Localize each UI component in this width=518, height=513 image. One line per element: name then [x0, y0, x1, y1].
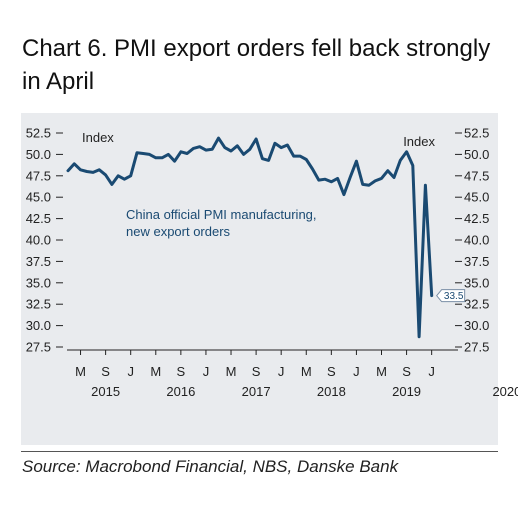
x-month-label: M [150, 364, 161, 379]
y-tick-label-right: 52.5 [464, 126, 489, 141]
x-month-label: M [75, 364, 86, 379]
series-annotation: new export orders [126, 224, 231, 239]
x-month-label: S [101, 364, 110, 379]
x-month-label: M [226, 364, 237, 379]
y-tick-label-right: 27.5 [464, 340, 489, 355]
x-year-label: 2017 [242, 384, 271, 399]
y-tick-label-right: 30.0 [464, 318, 489, 333]
x-month-label: S [327, 364, 336, 379]
last-value-label: 33.5 [444, 291, 464, 302]
left-axis-title: Index [82, 130, 114, 145]
x-month-label: J [127, 364, 134, 379]
y-tick-label-left: 47.5 [26, 168, 51, 183]
x-month-label: M [376, 364, 387, 379]
x-month-label: J [428, 364, 435, 379]
chart-title: Chart 6. PMI export orders fell back str… [22, 35, 491, 95]
last-value-callout [436, 289, 466, 303]
y-tick-label-left: 40.0 [26, 233, 51, 248]
y-tick-label-right: 47.5 [464, 168, 489, 183]
y-tick-label-left: 45.0 [26, 190, 51, 205]
y-tick-label-right: 50.0 [464, 147, 489, 162]
y-tick-label-right: 40.0 [464, 233, 489, 248]
y-tick-label-right: 45.0 [464, 190, 489, 205]
y-tick-label-left: 37.5 [26, 254, 51, 269]
y-tick-label-left: 35.0 [26, 275, 51, 290]
x-year-label: 2018 [317, 384, 346, 399]
chart-panel [21, 113, 498, 445]
x-month-label: M [301, 364, 312, 379]
x-month-label: J [353, 364, 360, 379]
y-tick-label-right: 32.5 [464, 297, 489, 312]
x-month-label: J [278, 364, 285, 379]
source-divider [21, 451, 498, 452]
x-year-label: 2020 [492, 384, 518, 399]
y-tick-label-left: 42.5 [26, 211, 51, 226]
x-year-label: 2019 [392, 384, 421, 399]
x-year-label: 2016 [166, 384, 195, 399]
y-tick-label-left: 27.5 [26, 340, 51, 355]
y-tick-label-left: 30.0 [26, 318, 51, 333]
x-month-label: J [203, 364, 210, 379]
y-tick-label-left: 50.0 [26, 147, 51, 162]
y-tick-label-left: 52.5 [26, 126, 51, 141]
x-month-label: S [177, 364, 186, 379]
y-tick-label-right: 37.5 [464, 254, 489, 269]
x-month-label: S [402, 364, 411, 379]
x-year-label: 2015 [91, 384, 120, 399]
y-tick-label-right: 42.5 [464, 211, 489, 226]
series-annotation: China official PMI manufacturing, [126, 207, 317, 222]
source-note: Source: Macrobond Financial, NBS, Danske… [22, 457, 399, 476]
y-tick-label-right: 35.0 [464, 275, 489, 290]
right-axis-title: Index [403, 134, 435, 149]
x-month-label: S [252, 364, 261, 379]
series-line [66, 136, 434, 339]
y-tick-label-left: 32.5 [26, 297, 51, 312]
